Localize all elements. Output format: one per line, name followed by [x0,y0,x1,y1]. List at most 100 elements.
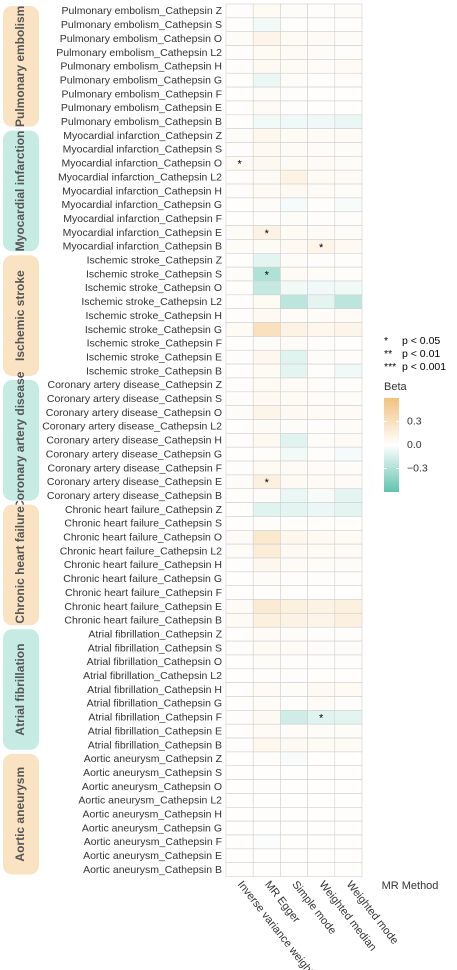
row-label: Chronic heart failure_Cathepsin H [64,559,222,571]
heatmap-cell [334,640,363,656]
heatmap-cell [225,751,254,767]
heatmap-cell [334,460,363,476]
heatmap-cell [252,433,281,448]
colorbar-tick-label: 0.3 [407,415,422,427]
row-label: Ischemic stroke_Cathepsin Z [87,255,223,267]
heatmap-cell [252,3,281,19]
heatmap-cell [280,197,308,213]
heatmap-cell [334,377,363,393]
row-label: Atrial fibrillation_Cathepsin Z [88,628,222,640]
heatmap-cell [307,654,336,670]
heatmap-cell [334,45,363,60]
heatmap-cell [280,848,308,863]
heatmap-cell [334,529,363,545]
heatmap-cell [280,405,308,420]
heatmap-cell [225,419,254,434]
heatmap-cell [307,613,336,628]
heatmap-cell [280,377,308,393]
heatmap-cell [225,654,254,670]
heatmap-cell [334,557,363,573]
heatmap-cell [334,280,363,296]
legend-text: p < 0.001 [402,361,446,373]
heatmap-cell [307,543,336,559]
heatmap-cell [280,502,308,517]
heatmap-cell [225,710,254,725]
heatmap-cell [307,100,336,116]
heatmap-cell [225,640,254,656]
heatmap-cell [334,613,363,628]
heatmap-cell [334,72,363,88]
heatmap-cell [307,377,336,393]
heatmap-cell [334,405,363,420]
heatmap-cell [280,820,308,836]
heatmap-cell [334,543,363,559]
heatmap-cell [280,128,308,143]
heatmap-cell [225,280,254,296]
heatmap-cell [225,460,254,476]
heatmap-cell [334,654,363,670]
heatmap-cell [252,654,281,670]
heatmap-cell [334,710,363,725]
heatmap-cell [252,211,281,226]
heatmap-cell [280,211,308,226]
heatmap-cell [307,86,336,102]
heatmap-cell [252,419,281,434]
row-label: Coronary artery disease_Cathepsin B [47,490,222,502]
heatmap-cell [307,599,336,614]
heatmap-cell [307,433,336,448]
heatmap-cell [280,779,308,794]
heatmap-cell [225,266,254,282]
heatmap-cell [334,419,363,434]
row-label: Ischemic stroke_Cathepsin O [85,282,222,294]
heatmap-cell [334,779,363,794]
heatmap-cell [334,294,363,310]
heatmap-cell [334,723,363,739]
heatmap-cell [252,308,281,323]
heatmap-cell [307,862,336,877]
heatmap-cell [252,488,281,503]
heatmap-cell [280,336,308,351]
heatmap-cell [225,696,254,711]
heatmap-cell [334,349,363,365]
heatmap-cell [280,59,308,74]
heatmap-cell [280,142,308,157]
heatmap-cell [334,266,363,282]
heatmap-cell [252,114,281,129]
heatmap-cell [280,668,308,683]
heatmap-cell [252,585,281,600]
heatmap-cell [225,17,254,33]
heatmap-cell [334,502,363,517]
heatmap-cell [307,723,336,739]
significance-mark: * [265,269,270,281]
row-label: Aortic aneurysm_Cathepsin H [83,809,222,821]
heatmap-cell [307,737,336,753]
heatmap-cell [280,751,308,767]
heatmap-cell [307,3,336,19]
row-label: Atrial fibrillation_Cathepsin G [87,698,222,710]
heatmap-cell [334,668,363,683]
row-label: Ischemic stroke_Cathepsin L2 [81,296,222,308]
heatmap-cell [307,419,336,434]
heatmap-cell [280,529,308,545]
heatmap-cell [225,197,254,213]
heatmap-cell [252,737,281,753]
heatmap-cell [307,405,336,420]
row-label: Aortic aneurysm_Cathepsin Z [84,753,223,765]
heatmap-cell [252,529,281,545]
group-box [3,379,39,501]
heatmap-cell [225,45,254,60]
heatmap-cell [280,640,308,656]
heatmap-cell [307,169,336,185]
heatmap-cell [225,336,254,351]
heatmap-cell [307,308,336,323]
heatmap-cell [307,183,336,199]
row-label: Coronary artery disease_Cathepsin L2 [42,421,222,433]
row-label: Aortic aneurysm_Cathepsin G [82,822,222,834]
heatmap-cell [252,446,281,462]
heatmap-cell [280,419,308,434]
heatmap-cell [334,363,363,379]
row-label: Ischemic stroke_Cathepsin B [86,365,222,377]
heatmap-cell [225,446,254,462]
group-box [3,255,39,376]
heatmap-cell [252,405,281,420]
